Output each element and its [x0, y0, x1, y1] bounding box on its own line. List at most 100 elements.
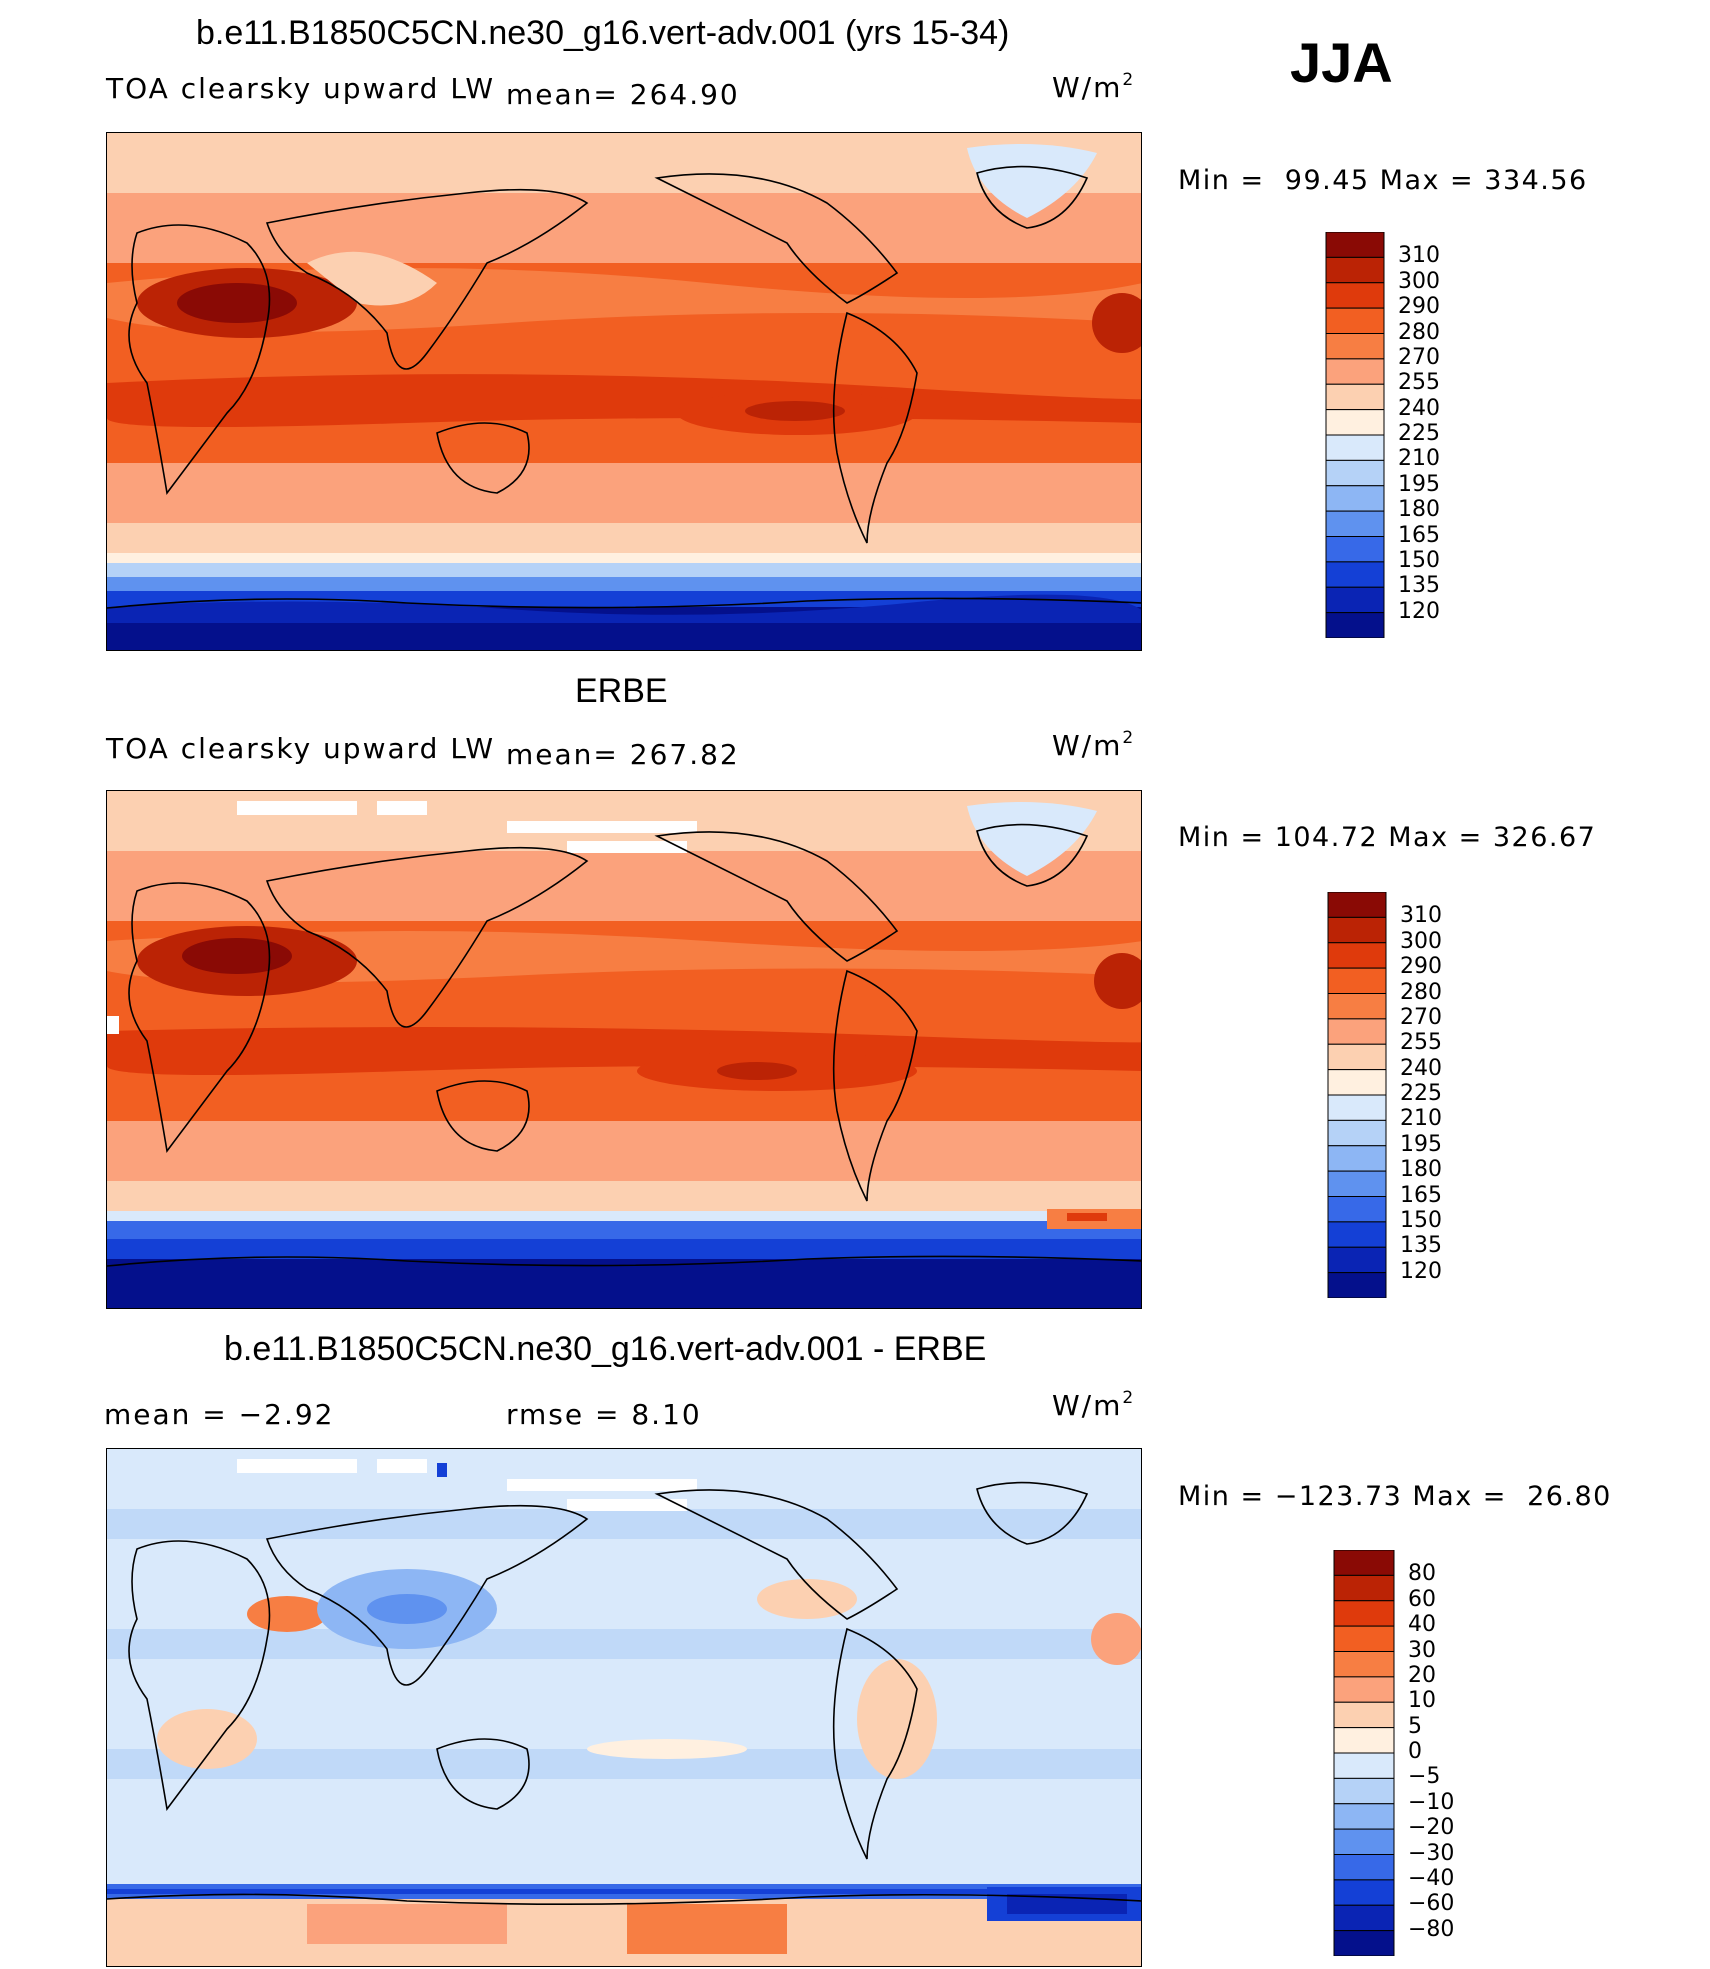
colorbar-tick-label: 280	[1398, 319, 1440, 345]
colorbar-swatch	[1325, 358, 1385, 385]
colorbar-tick-label: 310	[1398, 243, 1440, 269]
colorbar-tick-label: 150	[1400, 1207, 1442, 1233]
season-label: JJA	[1290, 31, 1393, 94]
colorbar-swatch	[1325, 409, 1385, 436]
colorbar-tick-label: −60	[1408, 1891, 1455, 1917]
colorbar-swatch	[1327, 916, 1387, 944]
colorbar-swatch	[1327, 1246, 1387, 1274]
panel3-rmse: rmse = 8.10	[506, 1398, 702, 1431]
colorbar-swatch	[1325, 612, 1385, 639]
colorbar-swatch	[1333, 1727, 1395, 1754]
colorbar-swatch	[1325, 434, 1385, 461]
panel1-colorbar	[1325, 231, 1385, 639]
colorbar-tick-label: 240	[1400, 1055, 1442, 1081]
panel3-colorbar	[1333, 1549, 1395, 1957]
colorbar-tick-label: 225	[1398, 421, 1440, 446]
colorbar-tick-label: 195	[1400, 1131, 1442, 1157]
colorbar-swatch	[1327, 1043, 1387, 1071]
colorbar-swatch	[1327, 1221, 1387, 1248]
panel2-mean: mean= 267.82	[506, 738, 740, 771]
colorbar-tick-label: 290	[1400, 954, 1442, 980]
colorbar-tick-label: 225	[1400, 1081, 1442, 1106]
colorbar-swatch	[1327, 1119, 1387, 1147]
colorbar-swatch	[1327, 942, 1387, 969]
colorbar-tick-label: 270	[1400, 1004, 1442, 1030]
colorbar-tick-label: 300	[1400, 928, 1442, 954]
colorbar-swatch	[1327, 891, 1387, 918]
panel3-min-max: Min = −123.73 Max = 26.80	[1178, 1481, 1612, 1512]
colorbar-tick-label: 40	[1408, 1612, 1436, 1638]
colorbar-tick-label: 210	[1400, 1106, 1442, 1132]
colorbar-swatch	[1325, 485, 1385, 512]
colorbar-tick-label: −80	[1408, 1916, 1455, 1942]
colorbar-tick-label: 120	[1398, 598, 1440, 624]
colorbar-swatch	[1333, 1854, 1395, 1881]
panel2-colorbar-swatches	[1327, 891, 1387, 1299]
colorbar-tick-label: 195	[1398, 471, 1440, 497]
panel2-min-max: Min = 104.72 Max = 326.67	[1178, 822, 1597, 853]
panel1-colorbar-swatches	[1325, 231, 1385, 639]
colorbar-tick-label: 30	[1408, 1637, 1436, 1663]
panel3-map	[106, 1448, 1142, 1967]
colorbar-swatch	[1327, 1069, 1387, 1096]
panel3-mean: mean = −2.92	[104, 1398, 335, 1431]
colorbar-swatch	[1333, 1574, 1395, 1602]
colorbar-tick-label: 255	[1398, 370, 1440, 396]
panel2-map	[106, 790, 1142, 1309]
colorbar-swatch	[1327, 1196, 1387, 1223]
colorbar-tick-label: 300	[1398, 268, 1440, 294]
colorbar-tick-label: −10	[1408, 1789, 1455, 1815]
colorbar-swatch	[1327, 993, 1387, 1020]
colorbar-swatch	[1333, 1549, 1395, 1576]
colorbar-tick-label: 210	[1398, 446, 1440, 472]
colorbar-tick-label: 180	[1400, 1157, 1442, 1183]
colorbar-tick-label: 150	[1398, 547, 1440, 573]
colorbar-swatch	[1325, 333, 1385, 360]
colorbar-swatch	[1333, 1828, 1395, 1855]
colorbar-tick-label: 165	[1400, 1182, 1442, 1208]
colorbar-swatch	[1325, 282, 1385, 309]
panel1-map	[106, 132, 1142, 651]
colorbar-tick-label: 290	[1398, 294, 1440, 320]
colorbar-swatch	[1325, 307, 1385, 334]
colorbar-tick-label: 165	[1398, 522, 1440, 548]
colorbar-swatch	[1325, 561, 1385, 588]
colorbar-swatch	[1325, 231, 1385, 258]
colorbar-tick-label: 0	[1408, 1739, 1422, 1764]
colorbar-tick-label: −20	[1408, 1815, 1455, 1841]
colorbar-tick-label: 310	[1400, 903, 1442, 929]
colorbar-tick-label: 240	[1398, 395, 1440, 421]
colorbar-tick-label: 60	[1408, 1586, 1436, 1612]
colorbar-swatch	[1325, 256, 1385, 284]
colorbar-swatch	[1327, 1272, 1387, 1299]
colorbar-swatch	[1333, 1625, 1395, 1652]
colorbar-swatch	[1333, 1930, 1395, 1957]
colorbar-tick-label: 80	[1408, 1561, 1436, 1587]
colorbar-tick-label: 135	[1400, 1233, 1442, 1259]
panel2-colorbar	[1327, 891, 1387, 1299]
colorbar-swatch	[1333, 1752, 1395, 1779]
colorbar-tick-label: −30	[1408, 1840, 1455, 1866]
colorbar-swatch	[1333, 1701, 1395, 1729]
panel1-mean: mean= 264.90	[506, 78, 740, 111]
colorbar-swatch	[1327, 1170, 1387, 1197]
colorbar-swatch	[1325, 536, 1385, 563]
colorbar-swatch	[1327, 1145, 1387, 1172]
colorbar-swatch	[1327, 1018, 1387, 1045]
panel1-units: W/m2	[1052, 70, 1136, 104]
colorbar-tick-label: 135	[1398, 573, 1440, 599]
colorbar-tick-label: 120	[1400, 1258, 1442, 1284]
colorbar-swatch	[1333, 1803, 1395, 1830]
colorbar-swatch	[1333, 1651, 1395, 1678]
colorbar-tick-label: 270	[1398, 344, 1440, 370]
colorbar-swatch	[1327, 967, 1387, 994]
colorbar-swatch	[1333, 1904, 1395, 1932]
panel1-variable: TOA clearsky upward LW	[106, 72, 496, 105]
colorbar-swatch	[1333, 1676, 1395, 1703]
colorbar-tick-label: 20	[1408, 1662, 1436, 1688]
panel2-units: W/m2	[1052, 728, 1136, 762]
colorbar-swatch	[1325, 586, 1385, 614]
colorbar-swatch	[1333, 1879, 1395, 1906]
colorbar-tick-label: 255	[1400, 1030, 1442, 1056]
colorbar-tick-label: −40	[1408, 1865, 1455, 1891]
